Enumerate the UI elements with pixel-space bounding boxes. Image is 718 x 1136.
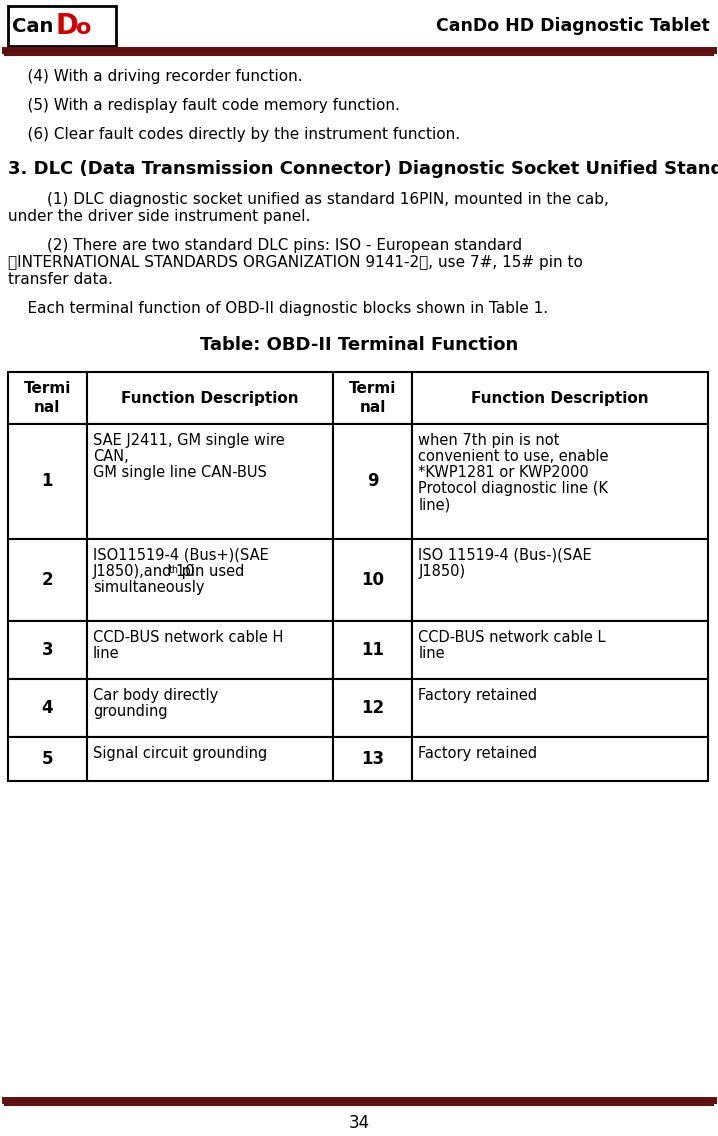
Text: grounding: grounding — [93, 704, 167, 719]
Bar — [8, 737, 87, 782]
Bar — [412, 679, 708, 737]
Text: pin used: pin used — [177, 563, 244, 579]
Text: 9: 9 — [367, 473, 378, 491]
Bar — [333, 679, 412, 737]
Bar — [87, 538, 333, 621]
Text: 13: 13 — [361, 750, 384, 768]
Bar — [8, 621, 87, 679]
Text: CCD-BUS network cable L: CCD-BUS network cable L — [418, 630, 606, 645]
Text: (6) Clear fault codes directly by the instrument function.: (6) Clear fault codes directly by the in… — [8, 127, 460, 142]
Text: 1: 1 — [42, 473, 53, 491]
Bar — [87, 679, 333, 737]
Text: Can: Can — [12, 17, 53, 35]
Text: Table: OBD-II Terminal Function: Table: OBD-II Terminal Function — [200, 336, 518, 354]
Bar — [333, 737, 412, 782]
Text: (2) There are two standard DLC pins: ISO - European standard: (2) There are two standard DLC pins: ISO… — [8, 239, 522, 253]
Bar — [87, 621, 333, 679]
Text: 2: 2 — [42, 571, 53, 588]
Bar — [8, 538, 87, 621]
Text: convenient to use, enable: convenient to use, enable — [418, 449, 609, 463]
Text: 11: 11 — [361, 641, 384, 659]
Text: 3. DLC (Data Transmission Connector) Diagnostic Socket Unified Standard: 3. DLC (Data Transmission Connector) Dia… — [8, 160, 718, 178]
Bar — [8, 6, 116, 45]
Text: (4) With a driving recorder function.: (4) With a driving recorder function. — [8, 69, 302, 84]
Text: o: o — [76, 18, 91, 37]
Bar — [87, 371, 333, 424]
Text: Function Description: Function Description — [471, 391, 649, 406]
Bar — [333, 424, 412, 538]
Text: Protocol diagnostic line (K: Protocol diagnostic line (K — [418, 481, 608, 496]
Bar — [412, 538, 708, 621]
Bar — [333, 621, 412, 679]
Bar — [412, 424, 708, 538]
Text: CAN,: CAN, — [93, 449, 129, 463]
Bar — [412, 621, 708, 679]
Text: Function Description: Function Description — [121, 391, 299, 406]
Text: 3: 3 — [42, 641, 53, 659]
Text: 12: 12 — [361, 699, 384, 717]
Bar — [8, 371, 87, 424]
Text: ISO 11519-4 (Bus-)(SAE: ISO 11519-4 (Bus-)(SAE — [418, 548, 592, 563]
Text: SAE J2411, GM single wire: SAE J2411, GM single wire — [93, 433, 284, 448]
Bar — [8, 424, 87, 538]
Text: GM single line CAN-BUS: GM single line CAN-BUS — [93, 465, 267, 481]
Text: ISO11519-4 (Bus+)(SAE: ISO11519-4 (Bus+)(SAE — [93, 548, 269, 563]
Text: line): line) — [418, 498, 450, 512]
Text: D: D — [56, 12, 79, 40]
Text: Factory retained: Factory retained — [418, 688, 537, 703]
Bar — [333, 538, 412, 621]
Bar — [412, 371, 708, 424]
Bar — [87, 737, 333, 782]
Text: 10: 10 — [361, 571, 384, 588]
Text: *KWP1281 or KWP2000: *KWP1281 or KWP2000 — [418, 465, 589, 481]
Text: 34: 34 — [348, 1114, 370, 1131]
Text: th: th — [169, 565, 179, 575]
Text: Signal circuit grounding: Signal circuit grounding — [93, 746, 267, 761]
Text: (5) With a redisplay fault code memory function.: (5) With a redisplay fault code memory f… — [8, 98, 400, 112]
Text: when 7th pin is not: when 7th pin is not — [418, 433, 559, 448]
Bar — [333, 371, 412, 424]
Text: Termi
nal: Termi nal — [24, 381, 71, 416]
Text: CanDo HD Diagnostic Tablet: CanDo HD Diagnostic Tablet — [437, 17, 710, 35]
Text: J1850),and 10: J1850),and 10 — [93, 563, 195, 579]
Text: 5: 5 — [42, 750, 53, 768]
Text: transfer data.: transfer data. — [8, 272, 113, 287]
Text: （INTERNATIONAL STANDARDS ORGANIZATION 9141-2）, use 7#, 15# pin to: （INTERNATIONAL STANDARDS ORGANIZATION 91… — [8, 254, 583, 270]
Text: simultaneously: simultaneously — [93, 580, 205, 595]
Text: Each terminal function of OBD-II diagnostic blocks shown in Table 1.: Each terminal function of OBD-II diagnos… — [8, 301, 548, 316]
Text: (1) DLC diagnostic socket unified as standard 16PIN, mounted in the cab,: (1) DLC diagnostic socket unified as sta… — [8, 192, 609, 207]
Text: Factory retained: Factory retained — [418, 746, 537, 761]
Text: line: line — [93, 646, 119, 661]
Bar — [87, 424, 333, 538]
Text: under the driver side instrument panel.: under the driver side instrument panel. — [8, 209, 310, 224]
Text: 4: 4 — [42, 699, 53, 717]
Bar — [412, 737, 708, 782]
Text: Car body directly: Car body directly — [93, 688, 218, 703]
Bar — [8, 679, 87, 737]
Text: CCD-BUS network cable H: CCD-BUS network cable H — [93, 630, 283, 645]
Text: line: line — [418, 646, 445, 661]
Text: J1850): J1850) — [418, 563, 465, 579]
Text: Termi
nal: Termi nal — [349, 381, 396, 416]
